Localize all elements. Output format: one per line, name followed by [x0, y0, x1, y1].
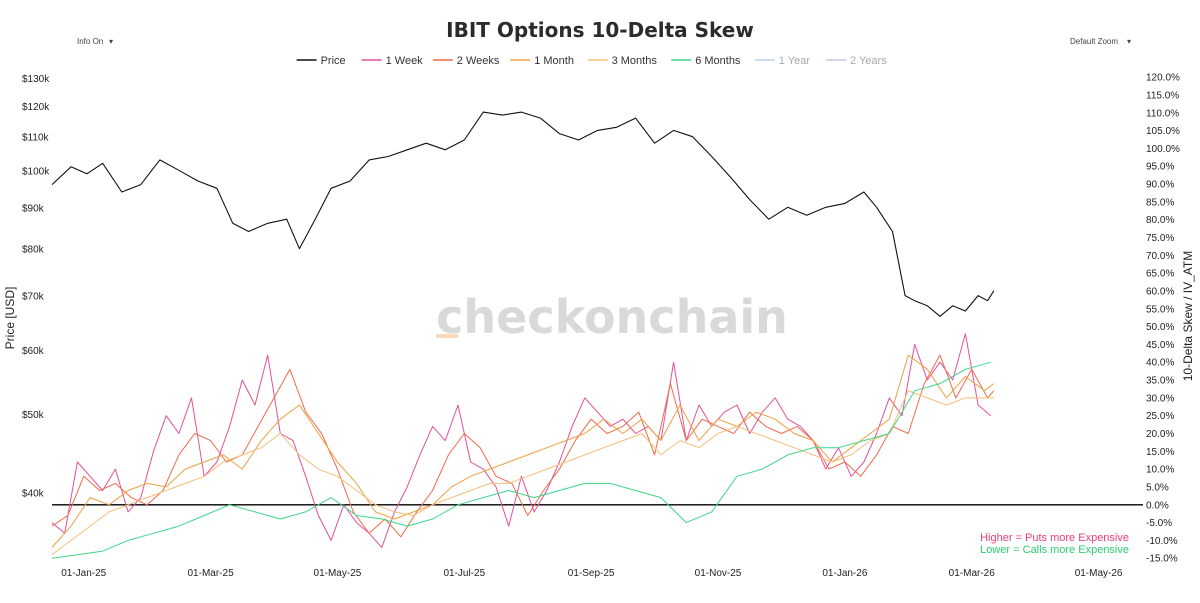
right-tick-label: 20.0% [1146, 429, 1174, 440]
right-tick-label: -15.0% [1146, 554, 1178, 565]
info-toggle[interactable]: Info On ▾ [77, 37, 113, 46]
right-tick-label: 85.0% [1146, 197, 1174, 208]
left-tick-label: $130k [22, 74, 50, 85]
legend-label: 1 Year [779, 55, 811, 67]
x-tick-label: 01-Mar-26 [949, 568, 996, 579]
x-tick-label: 01-May-25 [314, 568, 362, 579]
right-tick-label: 30.0% [1146, 393, 1174, 404]
right-tick-label: 120.0% [1146, 73, 1180, 84]
right-axis-label: 10-Delta Skew / IV_ATM [1181, 251, 1195, 382]
left-tick-label: $120k [22, 102, 50, 113]
series-line-1-week [51, 333, 992, 548]
right-tick-label: 70.0% [1146, 251, 1174, 262]
zoom-select-label: Default Zoom [1070, 37, 1118, 46]
zoom-select-chevron-down-icon: ▾ [1127, 37, 1131, 46]
x-tick-label: 01-Jan-25 [61, 568, 106, 579]
legend-label: 6 Months [695, 55, 741, 67]
legend-label: Price [321, 55, 346, 67]
x-tick-label: 01-May-26 [1075, 568, 1123, 579]
legend-label: 3 Months [612, 55, 658, 67]
left-tick-label: $40k [22, 488, 45, 499]
x-tick-label: 01-Sep-25 [568, 568, 615, 579]
right-tick-label: -10.0% [1146, 536, 1178, 547]
right-tick-label: 55.0% [1146, 304, 1174, 315]
legend-item-2-weeks[interactable]: 2 Weeks [432, 55, 500, 67]
series-line-2-weeks [51, 354, 995, 538]
right-tick-label: 95.0% [1146, 162, 1174, 173]
annotation-calls: Lower = Calls more Expensive [980, 544, 1129, 556]
left-axis-label: Price [USD] [3, 287, 17, 350]
right-tick-label: 50.0% [1146, 322, 1174, 333]
right-tick-label: 110.0% [1146, 108, 1179, 119]
right-tick-label: 25.0% [1146, 411, 1174, 422]
watermark-underscore [436, 334, 458, 338]
legend-item-1-week[interactable]: 1 Week [361, 55, 424, 67]
series-layer [51, 111, 995, 559]
left-tick-label: $50k [22, 410, 45, 421]
series-line-price [51, 111, 995, 317]
right-tick-label: -5.0% [1146, 518, 1172, 529]
right-tick-label: 75.0% [1146, 233, 1174, 244]
right-tick-label: 105.0% [1146, 126, 1180, 137]
left-tick-label: $80k [22, 245, 45, 256]
x-tick-label: 01-Nov-25 [695, 568, 742, 579]
right-tick-label: 40.0% [1146, 358, 1174, 369]
annotation-puts: Higher = Puts more Expensive [980, 532, 1129, 544]
right-tick-label: 60.0% [1146, 286, 1174, 297]
legend-label: 1 Week [386, 55, 424, 67]
right-tick-label: 80.0% [1146, 215, 1174, 226]
left-tick-label: $70k [22, 292, 45, 303]
right-tick-label: 0.0% [1146, 500, 1169, 511]
legend-item-6-months[interactable]: 6 Months [671, 55, 741, 67]
watermark: checkonchain [436, 290, 788, 344]
legend-item-price[interactable]: Price [296, 55, 346, 67]
legend-label: 1 Month [534, 55, 574, 67]
left-tick-label: $90k [22, 203, 45, 214]
chart-title: IBIT Options 10-Delta Skew [446, 18, 754, 42]
x-tick-label: 01-Jul-25 [443, 568, 485, 579]
legend-item-1-month[interactable]: 1 Month [510, 55, 574, 67]
right-tick-label: 115.0% [1146, 90, 1179, 101]
series-line-1-month [51, 354, 995, 548]
left-tick-label: $110k [22, 133, 50, 144]
legend-label: 2 Weeks [457, 55, 500, 67]
right-tick-label: 10.0% [1146, 465, 1174, 476]
left-tick-label: $100k [22, 166, 50, 177]
legend-label: 2 Years [850, 55, 887, 67]
legend-item-1-year[interactable]: 1 Year [754, 55, 811, 67]
x-axis-ticks: 01-Jan-25 01-Mar-25 01-May-25 01-Jul-25 01-S… [61, 568, 1123, 579]
series-line-3-months [51, 390, 994, 556]
legend-item-2-years[interactable]: 2 Years [826, 55, 887, 67]
x-tick-label: 01-Jan-26 [822, 568, 867, 579]
zoom-select[interactable]: Default Zoom ▾ [1070, 37, 1131, 46]
right-axis-ticks: -15.0% -10.0% -5.0% 0.0% 5.0% 10.0% 15.0% 20.0%… [1146, 73, 1180, 565]
info-toggle-chevron-down-icon: ▾ [109, 37, 113, 46]
right-tick-label: 45.0% [1146, 340, 1174, 351]
series-line-6-months [51, 361, 991, 559]
legend-item-3-months[interactable]: 3 Months [587, 55, 658, 67]
info-toggle-label: Info On [77, 37, 103, 46]
right-tick-label: 15.0% [1146, 447, 1174, 458]
right-tick-label: 5.0% [1146, 482, 1169, 493]
left-tick-label: $60k [22, 346, 45, 357]
right-tick-label: 35.0% [1146, 376, 1174, 387]
right-tick-label: 100.0% [1146, 144, 1180, 155]
left-axis-ticks: $40k $50k $60k $70k $80k $90k $100k $110k $120k $… [22, 74, 50, 499]
x-tick-label: 01-Mar-25 [188, 568, 235, 579]
right-tick-label: 65.0% [1146, 269, 1174, 280]
right-tick-label: 90.0% [1146, 180, 1174, 191]
legend: Price 1 Week 2 Weeks 1 Month 3 Months 6 Month… [296, 55, 887, 67]
